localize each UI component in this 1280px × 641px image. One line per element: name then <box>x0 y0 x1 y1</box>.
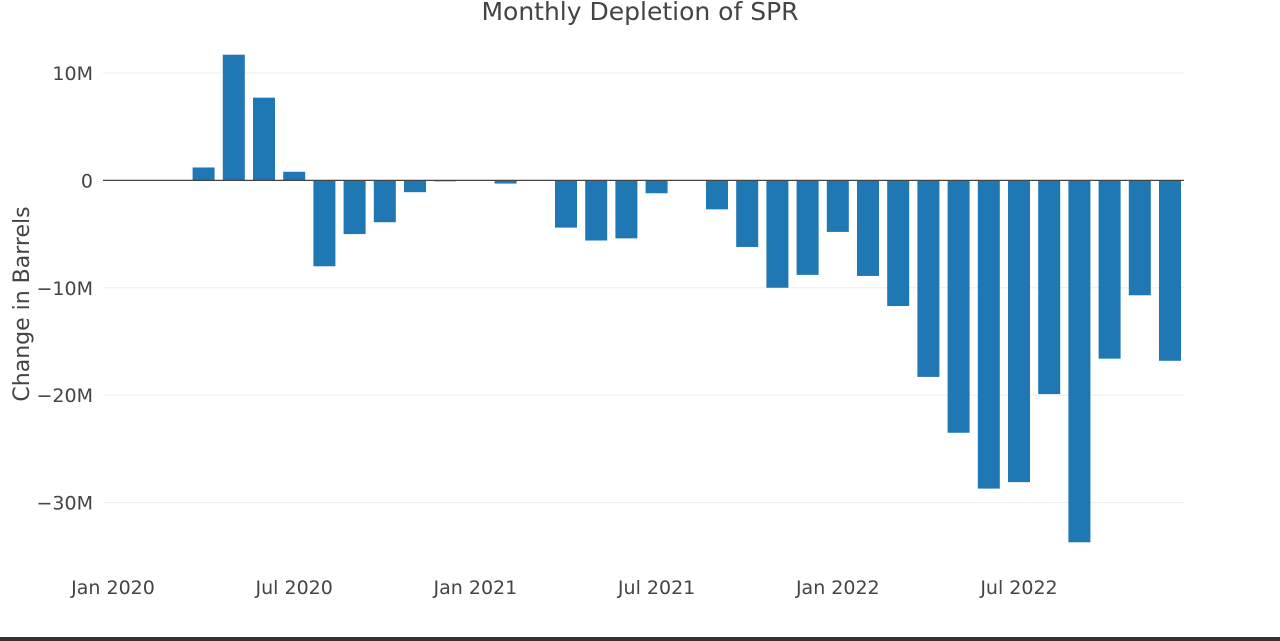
bar-2022-06 <box>977 180 1000 489</box>
bar-2020-06 <box>253 97 275 181</box>
bar-2021-04 <box>555 180 577 228</box>
bar-2020-05 <box>222 54 245 181</box>
bar-2020-07 <box>283 171 306 181</box>
bar-2022-04 <box>917 180 940 377</box>
y-axis-ticks: 10M 0 −10M −20M −30M <box>37 63 94 515</box>
bar-2021-10 <box>736 180 759 247</box>
x-tick-label: Jan 2022 <box>795 577 880 599</box>
y-tick-label: 10M <box>52 63 93 85</box>
bar-2020-04 <box>192 167 215 181</box>
bar-2020-10 <box>373 180 396 223</box>
bar-2022-01 <box>826 180 849 232</box>
bar-2020-09 <box>343 180 366 235</box>
x-tick-label: Jan 2021 <box>433 577 518 599</box>
y-tick-label: 0 <box>81 170 93 192</box>
bar-2020-08 <box>313 180 336 267</box>
bar-2021-05 <box>585 180 608 241</box>
bar-2021-06 <box>615 180 638 239</box>
x-tick-label: Jan 2020 <box>70 577 155 599</box>
x-axis-ticks: Jan 2020 Jul 2020 Jan 2021 Jul 2021 Jan 2022… <box>70 577 1058 599</box>
bar-2022-09 <box>1068 180 1091 543</box>
bar-2020-11 <box>404 180 426 193</box>
bar-2022-11 <box>1128 180 1151 296</box>
bar-2022-10 <box>1098 180 1121 359</box>
bar-2022-03 <box>887 180 910 307</box>
x-tick-label: Jul 2020 <box>255 577 333 599</box>
bar-2022-05 <box>947 180 970 433</box>
y-tick-label: −30M <box>37 493 94 515</box>
x-tick-label: Jul 2021 <box>617 577 695 599</box>
bar-2022-12 <box>1159 180 1181 361</box>
bottom-rule <box>0 637 1280 641</box>
bar-2021-02 <box>494 180 517 184</box>
bar-2021-07 <box>645 180 668 194</box>
y-tick-label: −10M <box>37 278 94 300</box>
y-tick-label: −20M <box>37 385 94 407</box>
bar-2021-11 <box>766 180 789 288</box>
chart-title: Monthly Depletion of SPR <box>481 0 798 26</box>
bar-2022-02 <box>857 180 879 276</box>
bars <box>192 54 1181 543</box>
bar-2021-12 <box>796 180 819 275</box>
grid-lines <box>103 72 1184 504</box>
bar-2022-07 <box>1008 180 1030 483</box>
x-tick-label: Jul 2022 <box>979 577 1057 599</box>
bar-2022-08 <box>1038 180 1061 395</box>
y-axis-title: Change in Barrels <box>10 206 35 401</box>
bar-2021-09 <box>706 180 728 210</box>
